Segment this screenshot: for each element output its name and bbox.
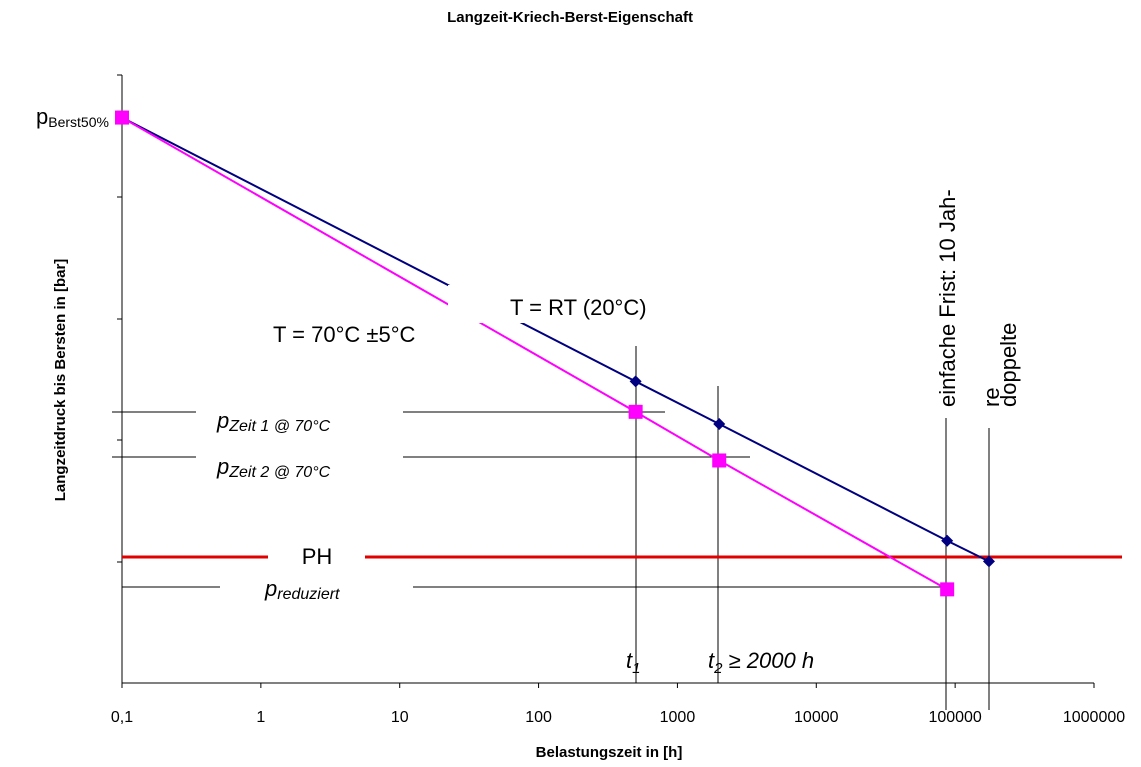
data-point-70c <box>628 404 643 419</box>
einfache-label: einfache Frist: 10 Jah- <box>935 189 960 407</box>
einfache-label-cont: re <box>979 387 1004 407</box>
p-zeit1-label: pZeit 1 @ 70°C <box>216 408 331 435</box>
x-tick-label: 0,1 <box>111 709 133 726</box>
y-top-label: pBerst50% <box>36 104 109 130</box>
x-tick-label: 100 <box>525 709 552 726</box>
p-red-label: preduziert <box>264 576 340 603</box>
p-zeit2-label: pZeit 2 @ 70°C <box>216 454 331 481</box>
ph-label: PH <box>302 544 333 569</box>
series-line-0 <box>121 116 990 563</box>
rt-label-mask <box>448 285 535 323</box>
data-point-rt <box>982 555 995 568</box>
t1-label: t1 <box>626 648 640 677</box>
chart-title: Langzeit-Kriech-Berst-Eigenschaft <box>447 9 693 26</box>
data-point-rt <box>713 417 726 430</box>
helper-lines <box>112 346 990 710</box>
x-axis-title: Belastungszeit in [h] <box>536 744 683 761</box>
data-point-70c <box>712 453 727 468</box>
x-ticks: 0,1 1 10 100 1000 10000 100000 1000000 <box>111 683 1125 726</box>
x-tick-label: 100000 <box>928 709 981 726</box>
t2-label: t2 ≥ 2000 h <box>708 648 814 677</box>
x-tick-label: 1 <box>256 709 265 726</box>
data-point-rt <box>941 534 954 547</box>
data-point-rt <box>629 375 642 388</box>
data-point-70c <box>940 582 955 597</box>
70c-series-label: T = 70°C ±5°C <box>273 322 415 347</box>
series-line-1 <box>121 116 948 591</box>
x-tick-label: 1000000 <box>1063 709 1125 726</box>
series-layer <box>115 110 995 597</box>
doppelte-label: doppelte <box>996 323 1021 407</box>
rt-series-label: T = RT (20°C) <box>510 295 647 320</box>
x-tick-label: 1000 <box>660 709 696 726</box>
y-ticks <box>117 74 122 563</box>
x-tick-label: 10000 <box>794 709 839 726</box>
data-point-70c <box>115 110 129 125</box>
x-tick-label: 10 <box>391 709 409 726</box>
y-axis-title: Langzeitdruck bis Bersten in [bar] <box>52 259 69 502</box>
